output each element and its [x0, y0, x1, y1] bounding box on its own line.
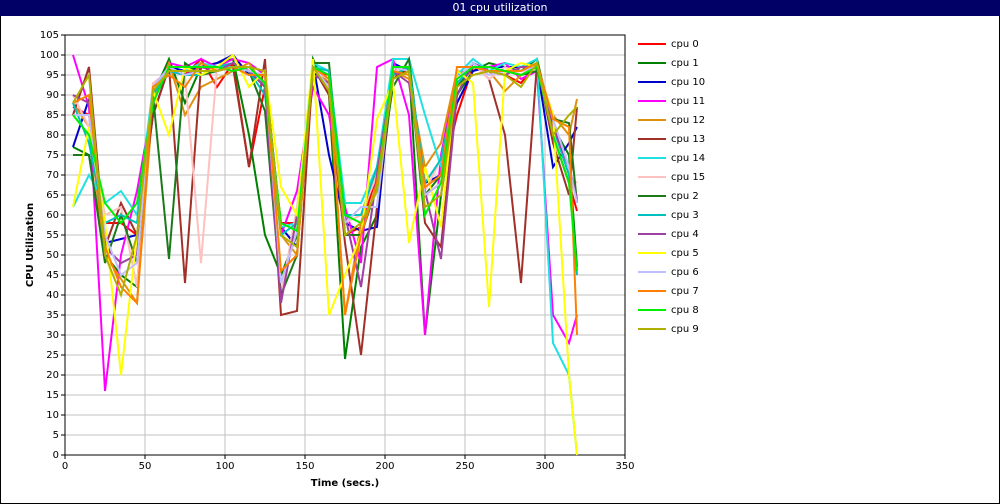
- y-tick-label: 65: [46, 190, 59, 201]
- y-tick-label: 80: [46, 130, 59, 141]
- y-tick-label: 70: [46, 170, 59, 181]
- title-bar: [0, 0, 1000, 16]
- y-tick-label: 0: [53, 450, 59, 461]
- y-tick-label: 45: [46, 270, 59, 281]
- legend-label: cpu 5: [671, 248, 699, 259]
- x-tick-label: 150: [295, 461, 314, 472]
- y-tick-label: 90: [46, 90, 59, 101]
- y-tick-label: 10: [46, 410, 59, 421]
- y-tick-label: 5: [53, 430, 59, 441]
- series-line: [72, 60, 578, 299]
- legend-label: cpu 13: [671, 134, 705, 145]
- series-line: [72, 53, 578, 456]
- legend-label: cpu 0: [671, 39, 699, 50]
- y-tick-label: 85: [46, 110, 59, 121]
- y-tick-label: 40: [46, 290, 59, 301]
- x-tick-label: 50: [139, 461, 152, 472]
- x-tick-label: 250: [455, 461, 474, 472]
- legend-label: cpu 6: [671, 267, 699, 278]
- legend-label: cpu 12: [671, 115, 705, 126]
- x-tick-label: 0: [62, 461, 68, 472]
- plot-border: [64, 34, 626, 456]
- legend-label: cpu 1: [671, 58, 699, 69]
- legend-label: cpu 3: [671, 210, 699, 221]
- x-tick-label: 100: [215, 461, 234, 472]
- legend-label: cpu 15: [671, 172, 705, 183]
- x-tick-label: 200: [375, 461, 394, 472]
- legend-label: cpu 9: [671, 324, 699, 335]
- x-tick-label: 300: [535, 461, 554, 472]
- y-tick-label: 30: [46, 330, 59, 341]
- legend-label: cpu 10: [671, 77, 705, 88]
- y-tick-label: 25: [46, 350, 59, 361]
- y-tick-label: 20: [46, 370, 59, 381]
- x-tick-label: 350: [615, 461, 634, 472]
- legend-label: cpu 8: [671, 305, 699, 316]
- y-tick-label: 35: [46, 310, 59, 321]
- y-tick-label: 50: [46, 250, 59, 261]
- y-tick-label: 75: [46, 150, 59, 161]
- y-tick-label: 105: [40, 30, 59, 41]
- chart-title: 01 cpu utilization: [452, 1, 547, 14]
- y-tick-label: 60: [46, 210, 59, 221]
- legend-label: cpu 7: [671, 286, 699, 297]
- y-tick-label: 15: [46, 390, 59, 401]
- legend-label: cpu 14: [671, 153, 705, 164]
- series-line: [72, 65, 578, 272]
- y-tick-label: 55: [46, 230, 59, 241]
- legend-label: cpu 4: [671, 229, 699, 240]
- x-axis-title: Time (secs.): [311, 478, 380, 489]
- legend-label: cpu 2: [671, 191, 699, 202]
- y-tick-label: 100: [40, 50, 59, 61]
- y-axis-title: CPU Utilization: [25, 203, 36, 287]
- legend-label: cpu 11: [671, 96, 705, 107]
- y-tick-label: 95: [46, 70, 59, 81]
